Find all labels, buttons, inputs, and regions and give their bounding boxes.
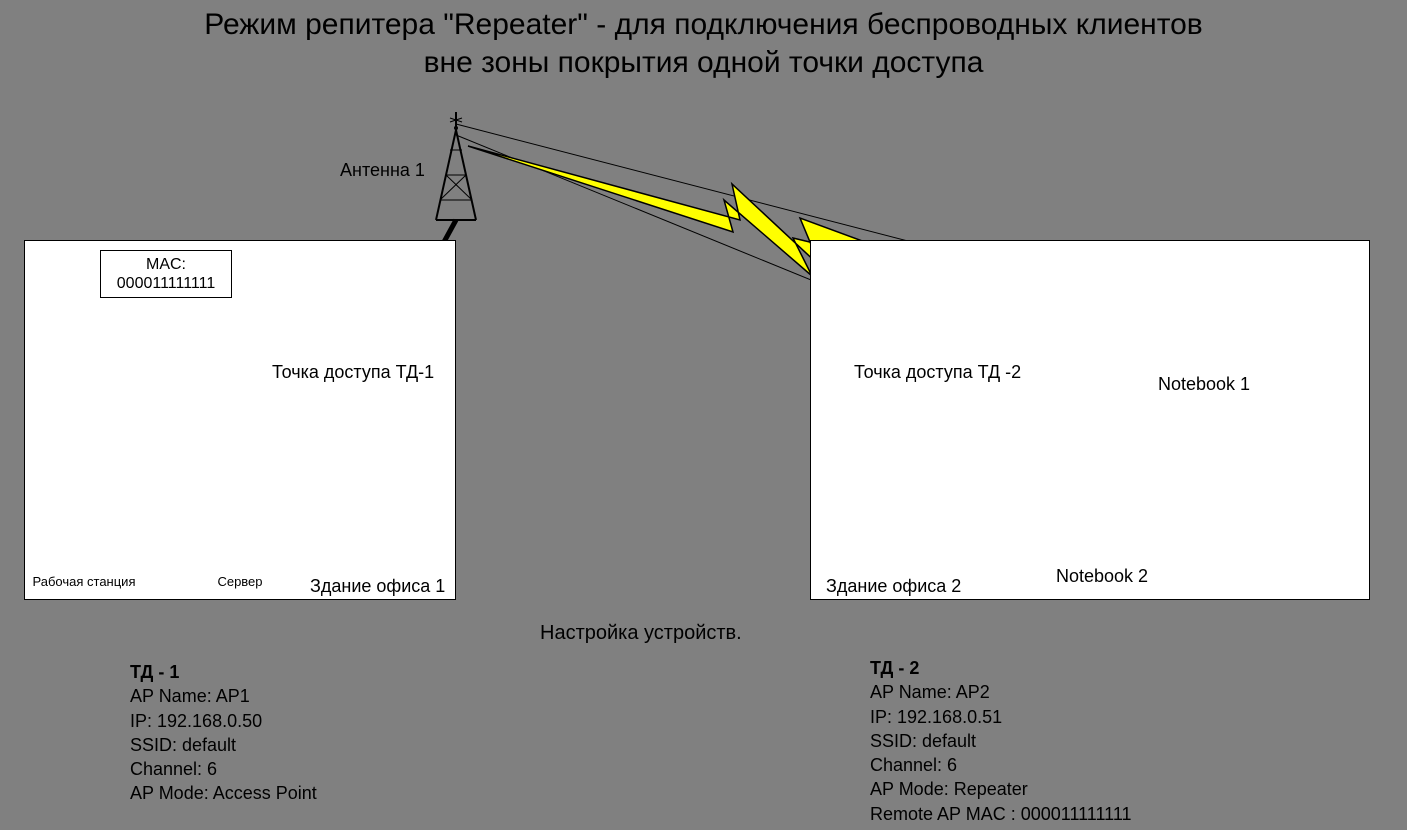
workstation-label: Рабочая станция bbox=[24, 574, 144, 589]
td1-line0: AP Name: AP1 bbox=[130, 686, 250, 706]
office1-label: Здание офиса 1 bbox=[310, 576, 445, 597]
td2-line2: SSID: default bbox=[870, 731, 976, 751]
td1-line4: AP Mode: Access Point bbox=[130, 783, 317, 803]
antenna-label: Антенна 1 bbox=[340, 160, 425, 181]
td1-config: ТД - 1 AP Name: AP1 IP: 192.168.0.50 SSI… bbox=[130, 660, 317, 806]
office2-panel bbox=[810, 240, 1370, 600]
notebook2-label: Notebook 2 bbox=[1056, 566, 1148, 587]
td1-line1: IP: 192.168.0.50 bbox=[130, 711, 262, 731]
td1-line2: SSID: default bbox=[130, 735, 236, 755]
ap1-label: Точка доступа ТД-1 bbox=[272, 362, 434, 383]
server-label: Сервер bbox=[200, 574, 280, 589]
td2-line1: IP: 192.168.0.51 bbox=[870, 707, 1002, 727]
notebook1-label: Notebook 1 bbox=[1158, 374, 1250, 395]
td2-line3: Channel: 6 bbox=[870, 755, 957, 775]
mac-line1: MAC: bbox=[146, 256, 186, 273]
mac-line2: 000011111111 bbox=[117, 275, 215, 292]
td1-line3: Channel: 6 bbox=[130, 759, 217, 779]
ap2-label: Точка доступа ТД -2 bbox=[854, 362, 1021, 383]
antenna-tower-icon bbox=[436, 112, 476, 220]
td2-line4: AP Mode: Repeater bbox=[870, 779, 1028, 799]
office1-panel bbox=[24, 240, 456, 600]
td2-header: ТД - 2 bbox=[870, 658, 919, 678]
td2-line5: Remote AP MAC : 000011111111 bbox=[870, 804, 1132, 824]
td1-header: ТД - 1 bbox=[130, 662, 179, 682]
office2-label: Здание офиса 2 bbox=[826, 576, 961, 597]
mac-callout: MAC: 000011111111 bbox=[100, 250, 232, 298]
td2-config: ТД - 2 AP Name: AP2 IP: 192.168.0.51 SSI… bbox=[870, 656, 1132, 826]
settings-subtitle: Настройка устройств. bbox=[540, 622, 742, 645]
td2-line0: AP Name: AP2 bbox=[870, 682, 990, 702]
